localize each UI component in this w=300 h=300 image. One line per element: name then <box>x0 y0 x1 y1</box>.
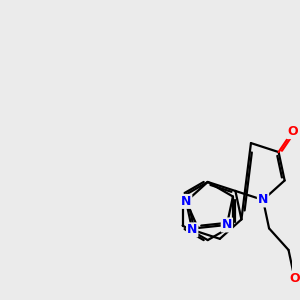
Text: N: N <box>187 223 197 236</box>
Text: N: N <box>222 218 232 231</box>
Text: N: N <box>258 194 268 206</box>
Text: O: O <box>289 272 300 285</box>
Text: N: N <box>181 195 191 208</box>
Text: O: O <box>287 125 298 138</box>
